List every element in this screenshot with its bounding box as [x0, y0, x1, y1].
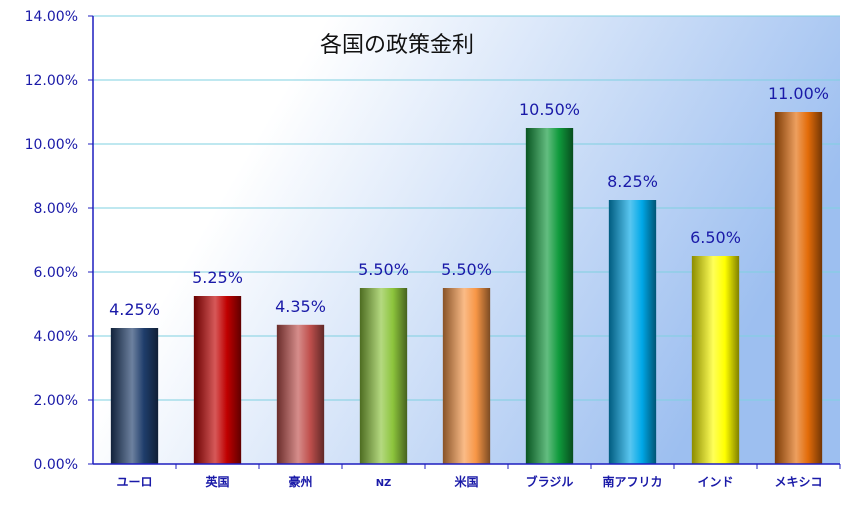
- x-tick-label: ブラジル: [526, 474, 574, 489]
- bar: [359, 288, 408, 464]
- x-tick-label: 米国: [454, 474, 478, 489]
- x-tick-label: 豪州: [288, 474, 312, 489]
- data-label: 4.25%: [109, 300, 160, 319]
- data-label: 5.50%: [358, 260, 409, 279]
- y-tick-label: 0.00%: [34, 457, 78, 473]
- y-tick-label: 6.00%: [34, 265, 78, 281]
- y-tick-label: 14.00%: [25, 9, 78, 25]
- bar: [691, 256, 740, 464]
- x-tick-label: メキシコ: [774, 475, 822, 489]
- x-axis-tick-labels: ユーロ 英国 豪州 NZ 米国 ブラジル 南アフリカ インド メキシコ: [116, 464, 841, 489]
- y-axis-tick-labels: 0.00% 2.00% 4.00% 6.00% 8.00% 10.00% 12.00% 14.…: [25, 9, 93, 473]
- data-label: 6.50%: [690, 228, 741, 247]
- data-label: 5.50%: [441, 260, 492, 279]
- data-label: 5.25%: [192, 268, 243, 287]
- bar: [110, 328, 159, 464]
- data-label: 10.50%: [519, 100, 580, 119]
- bars: [110, 112, 823, 464]
- bar: [608, 200, 657, 464]
- y-tick-label: 10.00%: [25, 137, 78, 153]
- data-label: 4.35%: [275, 297, 326, 316]
- x-tick-label: 南アフリカ: [602, 474, 662, 489]
- y-tick-label: 12.00%: [25, 73, 78, 89]
- y-tick-label: 8.00%: [34, 201, 78, 217]
- data-label: 11.00%: [768, 84, 829, 103]
- data-labels: 4.25% 5.25% 4.35% 5.50% 5.50% 10.50% 8.25% 6.50…: [109, 84, 829, 319]
- y-tick-label: 2.00%: [34, 393, 78, 409]
- bar: [525, 128, 574, 464]
- data-label: 8.25%: [607, 172, 658, 191]
- x-tick-label: NZ: [376, 478, 392, 489]
- bar: [193, 296, 242, 464]
- x-tick-label: 英国: [205, 474, 229, 489]
- x-tick-label: ユーロ: [116, 475, 152, 489]
- y-tick-label: 4.00%: [34, 329, 78, 345]
- bar: [442, 288, 491, 464]
- bar: [276, 324, 325, 464]
- chart-title: 各国の政策金利: [320, 33, 474, 58]
- bar: [774, 112, 823, 464]
- x-tick-label: インド: [697, 475, 733, 489]
